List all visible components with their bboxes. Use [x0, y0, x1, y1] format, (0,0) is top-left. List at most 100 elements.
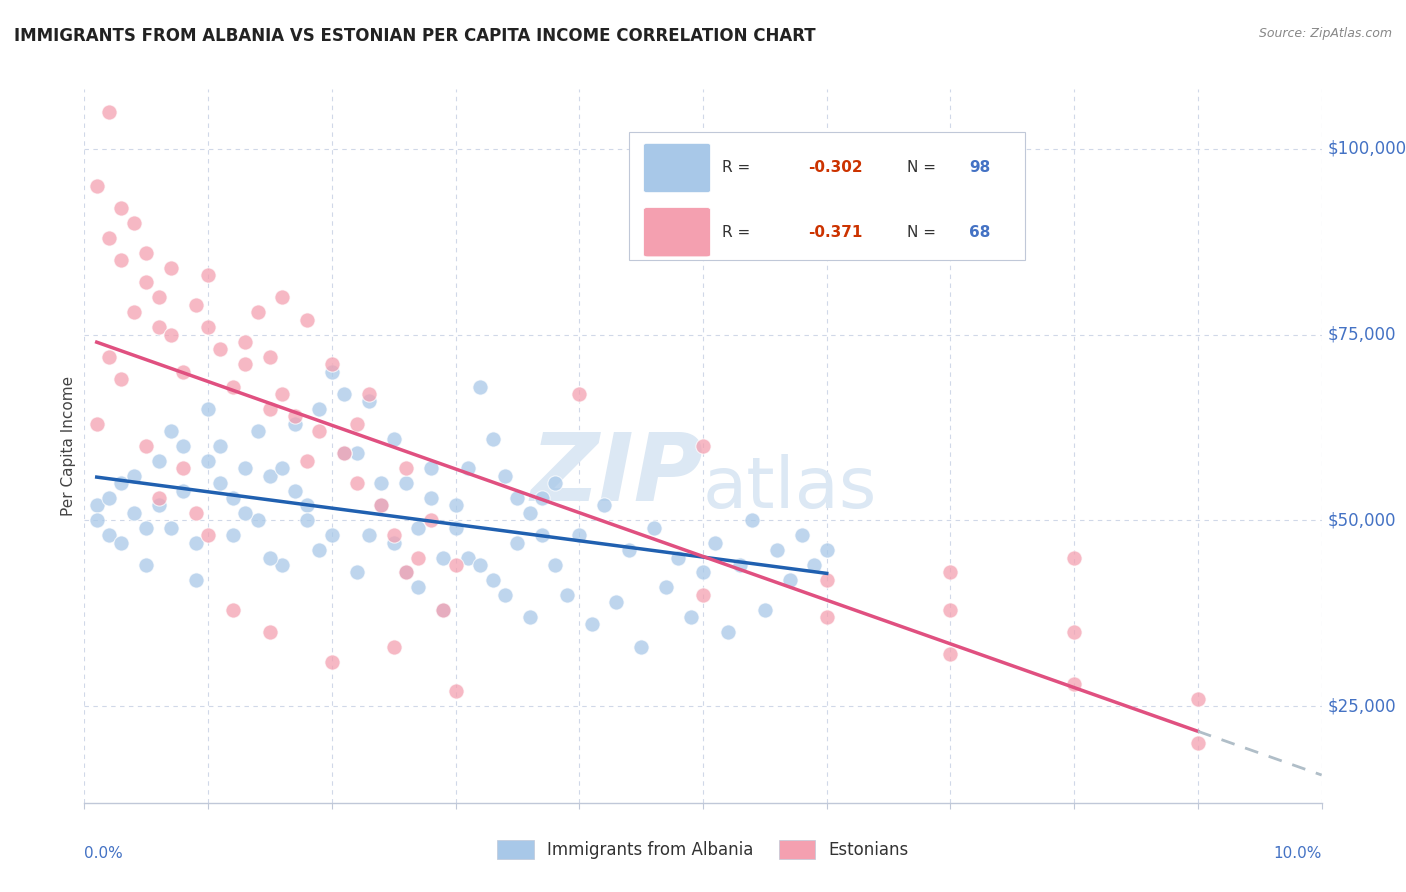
Point: [470, 558, 492, 572]
Text: $75,000: $75,000: [1327, 326, 1396, 343]
Point: [110, 253, 132, 268]
Point: [382, 640, 405, 654]
Point: [148, 290, 170, 304]
Point: [1063, 677, 1085, 691]
Point: [617, 543, 640, 558]
Point: [333, 387, 356, 401]
Text: -0.371: -0.371: [808, 225, 862, 240]
Point: [197, 268, 219, 282]
Point: [506, 535, 529, 549]
Point: [370, 476, 392, 491]
Point: [692, 566, 714, 580]
Point: [481, 573, 503, 587]
Point: [481, 432, 503, 446]
Point: [135, 439, 157, 453]
Point: [543, 476, 565, 491]
Point: [939, 602, 962, 616]
Point: [233, 506, 256, 520]
Point: [457, 461, 479, 475]
Point: [184, 535, 207, 549]
Point: [271, 387, 294, 401]
Point: [271, 290, 294, 304]
Point: [271, 461, 294, 475]
Point: [346, 566, 368, 580]
Point: [308, 424, 330, 438]
Point: [939, 647, 962, 661]
Point: [779, 573, 801, 587]
Point: [259, 550, 281, 565]
Point: [444, 684, 467, 698]
Point: [321, 365, 343, 379]
Text: N =: N =: [907, 161, 941, 176]
Point: [172, 483, 194, 498]
Point: [1063, 624, 1085, 639]
Point: [110, 535, 132, 549]
Point: [605, 595, 627, 609]
Point: [630, 640, 652, 654]
Point: [246, 424, 269, 438]
Point: [728, 558, 751, 572]
Point: [197, 528, 219, 542]
Point: [655, 580, 678, 594]
Point: [122, 216, 145, 230]
Text: $100,000: $100,000: [1327, 140, 1406, 158]
Point: [531, 528, 554, 542]
Text: -0.302: -0.302: [808, 161, 863, 176]
Point: [98, 528, 121, 542]
Point: [408, 521, 430, 535]
Point: [346, 476, 368, 491]
Point: [122, 305, 145, 319]
Text: 98: 98: [969, 161, 990, 176]
Point: [766, 543, 789, 558]
Point: [308, 543, 330, 558]
Point: [357, 528, 380, 542]
Point: [1063, 550, 1085, 565]
Point: [135, 521, 157, 535]
Point: [1187, 691, 1209, 706]
Point: [555, 588, 578, 602]
Point: [135, 245, 157, 260]
Point: [815, 610, 838, 624]
Point: [692, 588, 714, 602]
Point: [295, 312, 318, 326]
Point: [308, 401, 330, 416]
Point: [333, 446, 356, 460]
Point: [382, 535, 405, 549]
Point: [543, 558, 565, 572]
Point: [246, 513, 269, 527]
Point: [172, 439, 194, 453]
Point: [295, 454, 318, 468]
Point: [717, 624, 740, 639]
FancyBboxPatch shape: [644, 208, 710, 257]
Point: [284, 417, 307, 431]
Point: [444, 521, 467, 535]
Point: [444, 558, 467, 572]
Point: [593, 499, 616, 513]
Point: [382, 432, 405, 446]
Legend: Immigrants from Albania, Estonians: Immigrants from Albania, Estonians: [491, 833, 915, 866]
Point: [295, 499, 318, 513]
Point: [222, 379, 245, 393]
Point: [357, 387, 380, 401]
Point: [395, 461, 418, 475]
Point: [148, 320, 170, 334]
Point: [321, 528, 343, 542]
Point: [271, 558, 294, 572]
Point: [346, 417, 368, 431]
Point: [408, 580, 430, 594]
Text: atlas: atlas: [703, 454, 877, 524]
Point: [209, 476, 232, 491]
Point: [98, 491, 121, 505]
Point: [110, 372, 132, 386]
Text: $25,000: $25,000: [1327, 698, 1396, 715]
FancyBboxPatch shape: [644, 144, 710, 193]
Text: 0.0%: 0.0%: [84, 846, 124, 861]
Point: [246, 305, 269, 319]
Point: [233, 334, 256, 349]
Point: [519, 610, 541, 624]
Text: ZIP: ZIP: [530, 428, 703, 521]
Point: [790, 528, 813, 542]
Point: [382, 528, 405, 542]
Point: [160, 327, 183, 342]
Point: [86, 513, 108, 527]
